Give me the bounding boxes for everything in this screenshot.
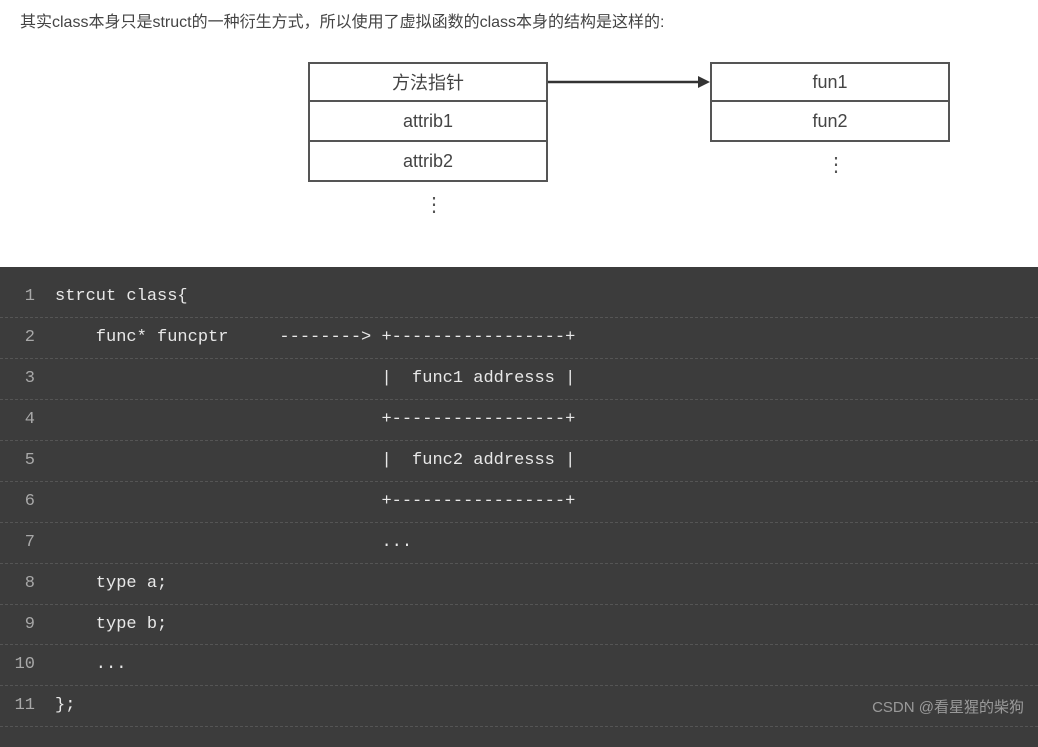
line-number: 6	[0, 482, 55, 522]
line-number: 9	[0, 605, 55, 645]
line-number: 3	[0, 359, 55, 399]
code-text: +-----------------+	[55, 400, 1038, 440]
line-number: 11	[0, 686, 55, 726]
watermark: CSDN @看星猩的柴狗	[872, 696, 1024, 717]
arrow-icon	[548, 72, 710, 92]
code-line: 8 type a;	[0, 564, 1038, 605]
left-box-0: 方法指针	[308, 62, 548, 102]
left-box-2: attrib2	[308, 142, 548, 182]
line-number: 4	[0, 400, 55, 440]
code-text: +-----------------+	[55, 482, 1038, 522]
intro-text: 其实class本身只是struct的一种衍生方式，所以使用了虚拟函数的class…	[0, 0, 1038, 42]
line-number: 10	[0, 645, 55, 685]
code-line: 5 | func2 addresss |	[0, 441, 1038, 482]
code-text: func* funcptr --------> +---------------…	[55, 318, 1038, 358]
code-line: 2 func* funcptr --------> +-------------…	[0, 318, 1038, 359]
code-line: 10 ...	[0, 645, 1038, 686]
code-line: 3 | func1 addresss |	[0, 359, 1038, 400]
code-text: type a;	[55, 564, 1038, 604]
code-text: ...	[55, 645, 1038, 685]
code-line: 1strcut class{	[0, 277, 1038, 318]
code-line: 4 +-----------------+	[0, 400, 1038, 441]
right-box-0: fun1	[710, 62, 950, 102]
code-text: type b;	[55, 605, 1038, 645]
code-line: 6 +-----------------+	[0, 482, 1038, 523]
left-vdots: ⋮	[424, 192, 446, 217]
line-number: 7	[0, 523, 55, 563]
code-line: 7 ...	[0, 523, 1038, 564]
line-number: 1	[0, 277, 55, 317]
left-box-1: attrib1	[308, 102, 548, 142]
code-text: | func1 addresss |	[55, 359, 1038, 399]
right-vdots: ⋮	[826, 152, 848, 177]
code-text: strcut class{	[55, 277, 1038, 317]
line-number: 5	[0, 441, 55, 481]
code-text: ...	[55, 523, 1038, 563]
code-text: | func2 addresss |	[55, 441, 1038, 481]
line-number: 2	[0, 318, 55, 358]
line-number: 8	[0, 564, 55, 604]
right-box-1: fun2	[710, 102, 950, 142]
code-line: 9 type b;	[0, 605, 1038, 646]
diagram-area: 方法指针 attrib1 attrib2 fun1 fun2 ⋮ ⋮	[0, 42, 1038, 267]
code-block: 1strcut class{2 func* funcptr --------> …	[0, 267, 1038, 747]
